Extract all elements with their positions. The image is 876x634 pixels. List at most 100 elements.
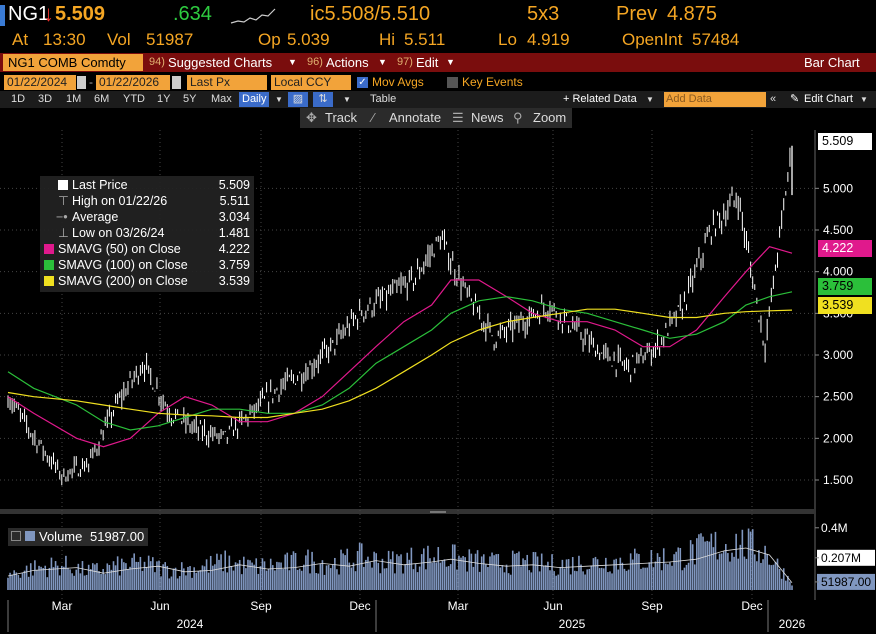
suggested-charts-button[interactable]: Suggested Charts <box>168 55 273 70</box>
y-tick-label: 4.500 <box>823 223 853 237</box>
period-5y[interactable]: 5Y <box>183 93 197 105</box>
legend-high: ⊤ High on 01/22/26 5.511 <box>58 194 250 208</box>
actions-button[interactable]: Actions <box>326 55 369 70</box>
currency-select[interactable]: Local CCY <box>271 75 351 90</box>
price-change: .634 <box>173 3 212 25</box>
add-data-input[interactable]: Add Data <box>664 92 766 107</box>
period-3d[interactable]: 3D <box>38 93 53 105</box>
y-tick-label: 2.500 <box>823 390 853 404</box>
high-label: Hi <box>379 30 396 49</box>
x-tick-label: Jun <box>150 599 169 613</box>
zoom-icon: ⚲ <box>513 110 523 125</box>
chart-legend: Last Price 5.509 ⊤ High on 01/22/26 5.51… <box>40 176 254 292</box>
legend-sma50: SMAVG (50) on Close 4.222 <box>44 241 250 257</box>
table-button[interactable]: Table <box>370 93 397 105</box>
vol-label: Vol <box>107 30 131 49</box>
edit-num: 97) <box>397 56 413 68</box>
period-1d[interactable]: 1D <box>11 93 26 105</box>
ticker-marker <box>0 5 5 26</box>
year-label: 2024 <box>177 617 204 631</box>
quote-time: 13:30 <box>43 30 86 49</box>
track-button[interactable]: Track <box>325 110 358 125</box>
low-label: Lo <box>498 30 517 49</box>
x-tick-label: Mar <box>52 599 73 613</box>
security-field[interactable]: NG1 COMB Comdty <box>3 54 143 71</box>
period-1y[interactable]: 1Y <box>157 93 171 105</box>
high-marker-icon: ⊤ <box>58 194 69 208</box>
open-interest-value: 57484 <box>692 30 740 49</box>
news-button[interactable]: News <box>471 110 504 125</box>
y-tick-label: 5.000 <box>823 181 853 195</box>
dropdown-arrow-icon: ▼ <box>646 95 654 104</box>
pane-resize-handle <box>430 511 446 513</box>
related-data-button[interactable]: + Related Data <box>563 93 637 105</box>
period-1m[interactable]: 1M <box>66 93 82 105</box>
frequency-select[interactable]: Daily <box>239 92 270 107</box>
average-marker-icon: −• <box>56 210 68 224</box>
open-label: Op <box>258 30 281 49</box>
calendar-icon[interactable] <box>172 76 181 89</box>
field-select[interactable]: Last Px <box>187 75 267 90</box>
ticker: NG1 <box>8 3 50 25</box>
volume-tick-label: 0.4M <box>821 521 848 535</box>
annotate-button[interactable]: Annotate <box>389 110 442 125</box>
volume-swatch <box>25 531 35 541</box>
collapse-icon[interactable]: « <box>770 93 777 105</box>
x-tick-label: Jun <box>543 599 562 613</box>
low-value: 4.919 <box>527 30 570 49</box>
price-tag-last: 5.509 <box>818 133 872 150</box>
y-tick-label: 4.000 <box>823 265 853 279</box>
key-events-label[interactable]: Key Events <box>462 75 523 89</box>
dropdown-arrow-icon: ▼ <box>446 57 455 67</box>
dropdown-arrow-icon: ▼ <box>343 95 351 104</box>
dropdown-arrow-icon: ▼ <box>288 57 297 67</box>
period-6m[interactable]: 6M <box>94 93 110 105</box>
bid-ask-size: 5x3 <box>527 3 560 25</box>
price-tag-sma50: 4.222 <box>818 240 872 257</box>
edit-chart-button[interactable]: Edit Chart <box>804 93 853 105</box>
crosshair-icon: ✥ <box>306 110 317 125</box>
options-bar: 01/22/2024 - 01/22/2026 Last Px Local CC… <box>0 74 876 91</box>
moving-average-line <box>7 246 793 448</box>
x-tick-label: Sep <box>250 599 272 613</box>
date-separator: - <box>89 75 93 89</box>
x-tick-label: Mar <box>448 599 469 613</box>
mov-avgs-label[interactable]: Mov Avgs <box>372 75 424 89</box>
prev-value: 4.875 <box>667 3 718 25</box>
last-price: 5.509 <box>55 3 106 25</box>
period-max[interactable]: Max <box>211 93 232 105</box>
prev-label: Prev <box>616 3 658 25</box>
period-bar: 1D 3D 1M 6M YTD 1Y 5Y Max Daily ▼ ▨ ⇅ ▼ … <box>0 91 876 108</box>
x-tick-label: Dec <box>349 599 370 613</box>
down-arrow-icon: ↓ <box>43 1 54 26</box>
price-tag-sma100: 3.759 <box>818 278 872 295</box>
calendar-icon[interactable] <box>77 76 86 89</box>
bar-style-icon[interactable]: ▨ <box>288 92 308 107</box>
y-tick-label: 1.500 <box>823 473 853 487</box>
volume-tag-bg <box>817 549 875 566</box>
period-ytd[interactable]: YTD <box>123 93 145 105</box>
end-date-field[interactable]: 01/22/2026 <box>96 75 170 90</box>
time-label: At <box>12 30 29 49</box>
mov-avgs-checkbox[interactable]: ✓ <box>357 77 368 88</box>
suggested-charts-num: 94) <box>149 56 165 68</box>
bid-ask: ic5.508/5.510 <box>310 3 431 25</box>
start-date-field[interactable]: 01/22/2024 <box>4 75 76 90</box>
candle-style-icon[interactable]: ⇅ <box>313 92 333 107</box>
volume-legend-toggle[interactable] <box>11 531 21 541</box>
pencil-icon[interactable]: ✎ <box>790 93 800 105</box>
price-tag-sma200: 3.539 <box>818 297 872 314</box>
actions-num: 96) <box>307 56 323 68</box>
zoom-button[interactable]: Zoom <box>533 110 567 125</box>
open-interest-label: OpenInt <box>622 30 683 49</box>
key-events-checkbox[interactable] <box>447 77 458 88</box>
year-label: 2025 <box>559 617 586 631</box>
quote-volume: 51987 <box>146 30 194 49</box>
annotate-icon: ∕ <box>372 110 375 125</box>
edit-button[interactable]: Edit <box>416 55 439 70</box>
year-label: 2026 <box>779 617 806 631</box>
x-tick-label: Dec <box>741 599 762 613</box>
legend-sma100: SMAVG (100) on Close 3.759 <box>44 257 250 273</box>
chart-tools: ✥ Track ∕ Annotate ☰ News ⚲ Zoom <box>300 108 572 128</box>
